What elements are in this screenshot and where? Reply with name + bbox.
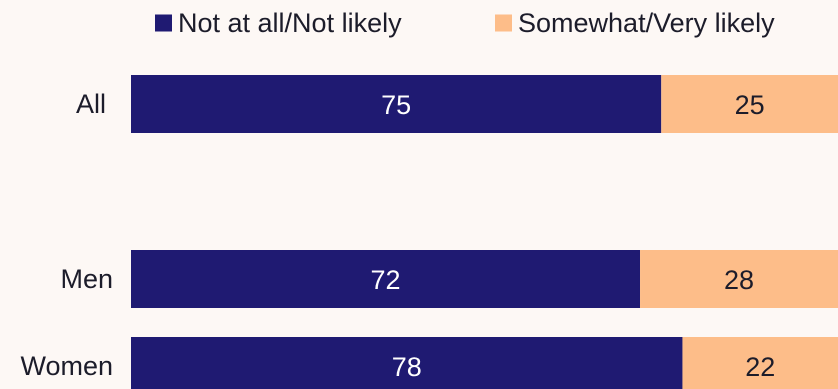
data-label-all-not-at-all-not-likely: 75 bbox=[381, 90, 411, 120]
bar-men-not-at-all-not-likely bbox=[131, 250, 641, 308]
data-label-men-somewhat-very-likely: 28 bbox=[724, 265, 754, 295]
category-label-women: Women bbox=[20, 351, 113, 381]
legend-swatch-not-at-all-not-likely bbox=[155, 14, 172, 32]
bars: 75 25 72 28 78 22 bbox=[131, 75, 838, 389]
data-label-all-somewhat-very-likely: 25 bbox=[735, 90, 765, 120]
category-label-all: All bbox=[76, 89, 106, 119]
bar-men-somewhat-very-likely bbox=[640, 250, 838, 308]
legend: Not at all/Not likely Somewhat/Very likel… bbox=[155, 8, 775, 38]
bar-women-somewhat-very-likely bbox=[682, 337, 838, 389]
category-label-men: Men bbox=[60, 264, 113, 294]
legend-label-somewhat-very-likely: Somewhat/Very likely bbox=[518, 8, 775, 38]
data-label-women-not-at-all-not-likely: 78 bbox=[392, 352, 422, 382]
category-labels: All Men Women bbox=[20, 89, 113, 381]
bar-all-somewhat-very-likely bbox=[661, 75, 838, 133]
data-label-women-somewhat-very-likely: 22 bbox=[745, 352, 775, 382]
bar-all-not-at-all-not-likely bbox=[131, 75, 662, 133]
data-label-men-not-at-all-not-likely: 72 bbox=[370, 265, 400, 295]
legend-swatch-somewhat-very-likely bbox=[495, 14, 512, 32]
legend-label-not-at-all-not-likely: Not at all/Not likely bbox=[178, 8, 402, 38]
bar-women-not-at-all-not-likely bbox=[131, 337, 683, 389]
